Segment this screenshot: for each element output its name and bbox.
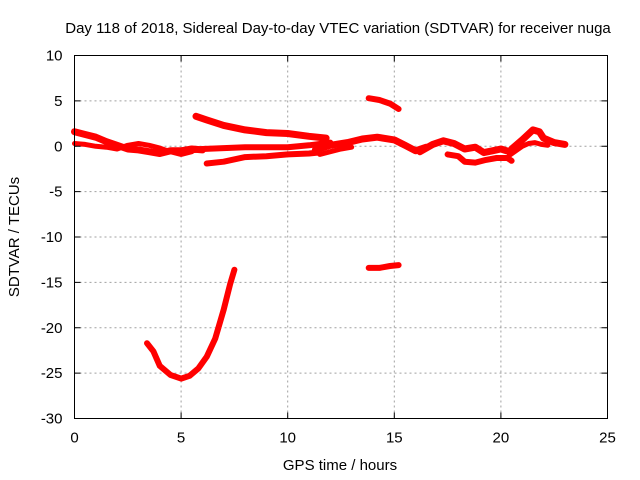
series-track-09 xyxy=(444,151,515,166)
y-tick-label: -20 xyxy=(41,320,63,337)
y-tick-label: 5 xyxy=(54,93,62,110)
y-tick-label: -25 xyxy=(41,365,63,382)
series-track-03 xyxy=(178,139,334,155)
x-tick-label: 0 xyxy=(70,430,78,447)
x-tick-label: 10 xyxy=(279,430,296,447)
y-tick-label: 10 xyxy=(46,48,63,65)
y-tick-label: -5 xyxy=(49,184,62,201)
x-tick-label: 25 xyxy=(599,430,616,447)
x-tick-label: 15 xyxy=(386,430,403,447)
plot-frame xyxy=(74,55,608,419)
series-track-02 xyxy=(72,141,195,157)
series-track-10 xyxy=(508,126,569,153)
y-tick-label: -30 xyxy=(41,411,63,428)
y-axis-label: SDTVAR / TECUs xyxy=(6,177,23,297)
series-track-06 xyxy=(311,133,430,155)
y-tick-label: -15 xyxy=(41,274,63,291)
y-tick-label: -10 xyxy=(41,229,63,246)
data-series xyxy=(71,95,569,382)
grid xyxy=(74,55,608,419)
series-track-11 xyxy=(506,140,551,158)
series-track-12 xyxy=(365,95,402,112)
series-track-08 xyxy=(416,137,513,157)
axis-ticks: 0 5 10 15 20 25 -30 -25 -20 -15 -10 -5 0 5 10 xyxy=(41,48,616,447)
series-track-13 xyxy=(365,262,402,271)
x-tick-label: 20 xyxy=(493,430,510,447)
series-track-04 xyxy=(192,112,330,142)
x-axis-label: GPS time / hours xyxy=(283,457,397,474)
series-track-07 xyxy=(317,144,355,157)
chart-title: Day 118 of 2018, Sidereal Day-to-day VTE… xyxy=(65,20,611,37)
series-track-14 xyxy=(144,266,238,382)
x-tick-label: 5 xyxy=(177,430,185,447)
series-track-05 xyxy=(203,149,321,167)
y-tick-label: 0 xyxy=(54,138,62,155)
